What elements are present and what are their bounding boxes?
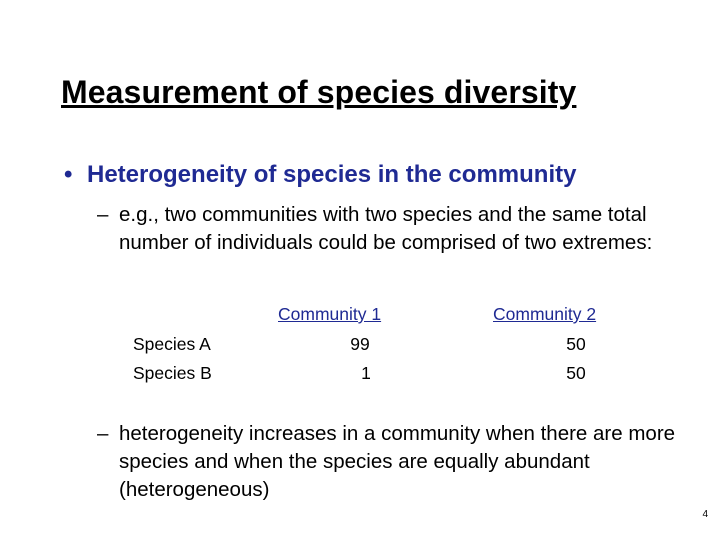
- bullet-marker: •: [64, 161, 73, 188]
- sub-point-text: heterogeneity increases in a community w…: [119, 422, 676, 501]
- sub-point-1: – e.g., two communities with two species…: [97, 201, 699, 257]
- dash-marker: –: [97, 422, 109, 445]
- main-bullet-text: Heterogeneity of species in the communit…: [87, 161, 577, 188]
- cell-species-a-community-2: 50: [566, 334, 586, 354]
- page-number: 4: [702, 509, 708, 520]
- column-header-community-2: Community 2: [493, 304, 597, 324]
- slide-title: Measurement of species diversity: [61, 74, 577, 110]
- row-label-species-a: Species A: [133, 334, 211, 354]
- column-header-community-1: Community 1: [278, 304, 382, 324]
- cell-species-a-community-1: 99: [350, 334, 370, 354]
- cell-species-b-community-2: 50: [566, 363, 586, 383]
- sub-point-text: e.g., two communities with two species a…: [119, 203, 653, 254]
- sub-point-2: – heterogeneity increases in a community…: [97, 420, 699, 504]
- main-bullet: • Heterogeneity of species in the commun…: [64, 161, 577, 189]
- row-label-species-b: Species B: [133, 363, 212, 383]
- cell-species-b-community-1: 1: [361, 363, 371, 383]
- dash-marker: –: [97, 203, 109, 226]
